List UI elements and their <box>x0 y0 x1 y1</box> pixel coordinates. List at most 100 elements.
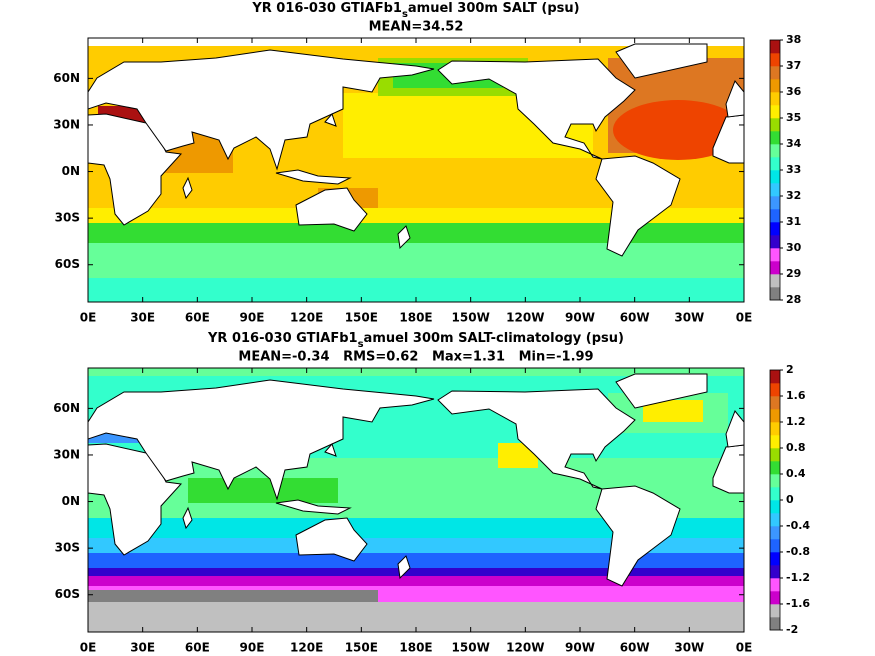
panel-title: YR 016-030 GTIAFb1samuel 300m SALT-clima… <box>207 331 624 350</box>
colorbar-segment <box>770 40 780 54</box>
colorbar-segment <box>770 513 780 527</box>
colorbar-label: 33 <box>786 163 801 176</box>
colorbar-label: -2 <box>786 623 798 636</box>
x-tick-label: 60E <box>185 311 210 325</box>
colorbar-segment <box>770 196 780 210</box>
colorbar-segment <box>770 157 780 171</box>
colorbar-label: 0.8 <box>786 441 806 454</box>
colorbar-segment <box>770 487 780 501</box>
x-tick-label: 120E <box>290 641 323 655</box>
colorbar-label: 2 <box>786 363 794 376</box>
colorbar-label: 38 <box>786 33 801 46</box>
x-tick-label: 120W <box>506 641 544 655</box>
x-tick-label: 150E <box>345 311 378 325</box>
colorbar-segment <box>770 79 780 93</box>
title-part: amuel 300m SALT-climatology (psu) <box>364 331 624 346</box>
title-part: s <box>402 9 408 20</box>
x-tick-label: 0E <box>80 311 97 325</box>
x-tick-label: 0E <box>736 641 753 655</box>
x-tick-label: 60W <box>620 641 650 655</box>
colorbar-segment <box>770 144 780 158</box>
colorbar-label: -0.4 <box>786 519 810 532</box>
colorbar-label: 1.2 <box>786 415 806 428</box>
y-tick-label: 60N <box>53 71 80 85</box>
colorbar-segment <box>770 370 780 384</box>
colorbar-segment <box>770 53 780 67</box>
y-tick-label: 30S <box>55 541 80 555</box>
y-tick-label: 30S <box>55 211 80 225</box>
y-tick-label: 0N <box>62 164 80 178</box>
colorbar-label: 37 <box>786 59 801 72</box>
colorbar-segment <box>770 591 780 605</box>
x-tick-label: 90W <box>565 311 595 325</box>
x-tick-label: 90E <box>240 311 265 325</box>
colorbar-segment <box>770 474 780 488</box>
colorbar-label: 36 <box>786 85 802 98</box>
colorbar-label: 29 <box>786 267 801 280</box>
x-tick-label: 180E <box>399 311 432 325</box>
colorbar-segment <box>770 222 780 236</box>
colorbar-segment <box>770 435 780 449</box>
colorbar-label: 30 <box>786 241 802 254</box>
colorbar-segment <box>770 261 780 275</box>
colorbar-segment <box>770 552 780 566</box>
x-tick-label: 180E <box>399 641 432 655</box>
map-field <box>88 38 744 302</box>
colorbar-segment <box>770 526 780 540</box>
x-tick-label: 90E <box>240 641 265 655</box>
y-tick-label: 0N <box>62 494 80 508</box>
colorbar-label: -1.6 <box>786 597 810 610</box>
x-tick-label: 120E <box>290 311 323 325</box>
y-tick-label: 60S <box>55 257 80 271</box>
x-tick-label: 150E <box>345 641 378 655</box>
colorbar-segment <box>770 604 780 618</box>
y-tick-label: 30N <box>53 447 80 461</box>
y-tick-label: 60N <box>53 401 80 415</box>
colorbar-segment <box>770 235 780 249</box>
map-field <box>88 368 744 632</box>
colorbar-label: 34 <box>786 137 802 150</box>
colorbar-label: 0.4 <box>786 467 806 480</box>
x-tick-label: 90W <box>565 641 595 655</box>
colorbar-label: 32 <box>786 189 801 202</box>
x-tick-label: 0E <box>736 311 753 325</box>
x-tick-label: 30W <box>674 311 704 325</box>
colorbar-segment <box>770 565 780 579</box>
colorbar-label: -1.2 <box>786 571 810 584</box>
colorbar-segment <box>770 539 780 553</box>
panel-subtitle: MEAN=-0.34 RMS=0.62 Max=1.31 Min=-1.99 <box>238 350 593 365</box>
x-tick-label: 0E <box>80 641 97 655</box>
title-part: s <box>358 339 364 350</box>
x-tick-label: 30E <box>130 311 155 325</box>
x-tick-label: 30W <box>674 641 704 655</box>
colorbar-segment <box>770 209 780 223</box>
colorbar-segment <box>770 274 780 288</box>
colorbar-segment <box>770 287 780 301</box>
colorbar-segment <box>770 383 780 397</box>
colorbar-label: 31 <box>786 215 801 228</box>
colorbar-segment <box>770 118 780 132</box>
y-tick-label: 60S <box>55 587 80 601</box>
x-tick-label: 150W <box>452 311 490 325</box>
title-part: YR 016-030 GTIAFb1 <box>207 331 358 346</box>
colorbar-segment <box>770 448 780 462</box>
colorbar-segment <box>770 461 780 475</box>
y-tick-label: 30N <box>53 117 80 131</box>
title-part: amuel 300m SALT (psu) <box>408 1 580 16</box>
colorbar-segment <box>770 170 780 184</box>
colorbar-label: 28 <box>786 293 801 306</box>
panel-subtitle: MEAN=34.52 <box>369 20 464 35</box>
colorbar-segment <box>770 92 780 106</box>
colorbar-segment <box>770 409 780 423</box>
title-part: YR 016-030 GTIAFb1 <box>251 1 402 16</box>
x-tick-label: 60E <box>185 641 210 655</box>
colorbar-label: 35 <box>786 111 801 124</box>
colorbar-segment <box>770 578 780 592</box>
colorbar-label: 1.6 <box>786 389 806 402</box>
colorbar-segment <box>770 105 780 119</box>
colorbar-segment <box>770 183 780 197</box>
x-tick-label: 60W <box>620 311 650 325</box>
colorbar-segment <box>770 422 780 436</box>
colorbar-segment <box>770 617 780 631</box>
